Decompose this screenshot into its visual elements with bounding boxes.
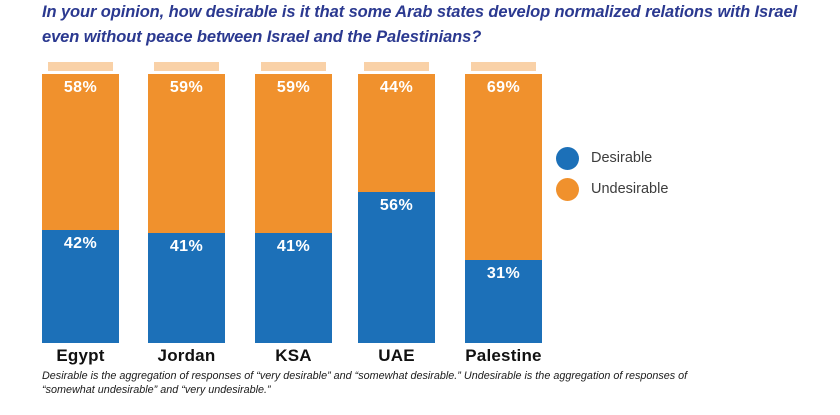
category-label-ksa: KSA bbox=[275, 346, 312, 365]
bar-palestine: 69% 31% Palestine bbox=[465, 62, 542, 367]
value-label-undesirable-ksa: 59% bbox=[276, 79, 311, 96]
segment-undesirable-egypt: 58% bbox=[42, 74, 119, 231]
bar-top-glow-uae bbox=[364, 62, 429, 71]
bar-top-glow-jordan bbox=[154, 62, 219, 71]
bar-uae: 44% 56% UAE bbox=[358, 62, 435, 367]
category-label-egypt: Egypt bbox=[56, 346, 105, 365]
chart-title: In your opinion, how desirable is it tha… bbox=[42, 0, 822, 50]
chart-footnote: Desirable is the aggregation of response… bbox=[42, 370, 742, 397]
value-label-desirable-egypt: 42% bbox=[63, 235, 98, 253]
chart-title-line2: even without peace between Israel and th… bbox=[42, 28, 482, 46]
legend-label-desirable: Desirable bbox=[591, 150, 653, 166]
footnote-line2: “somewhat undesirable” and “very undesir… bbox=[42, 383, 271, 396]
bar-ksa: 59% 41% KSA bbox=[255, 62, 332, 367]
bar-stack-jordan: 59% 41% bbox=[148, 74, 225, 343]
chart-title-line1: In your opinion, how desirable is it tha… bbox=[42, 3, 798, 21]
category-label-uae: UAE bbox=[378, 346, 415, 365]
legend-item-desirable: Desirable bbox=[556, 146, 668, 170]
bar-egypt: 58% 42% Egypt bbox=[42, 62, 119, 367]
value-label-undesirable-jordan: 59% bbox=[169, 79, 204, 96]
segment-desirable-uae: 56% bbox=[358, 192, 435, 343]
legend-dot-undesirable-icon bbox=[556, 177, 579, 201]
bar-top-glow-ksa bbox=[261, 62, 326, 71]
segment-undesirable-ksa: 59% bbox=[255, 74, 332, 233]
segment-desirable-palestine: 31% bbox=[465, 259, 542, 343]
chart-legend: Desirable Undesirable bbox=[556, 146, 668, 201]
bar-stack-ksa: 59% 41% bbox=[255, 74, 332, 343]
value-label-desirable-palestine: 31% bbox=[486, 264, 521, 282]
segment-desirable-ksa: 41% bbox=[255, 232, 332, 343]
value-label-desirable-jordan: 41% bbox=[169, 237, 204, 255]
bar-jordan: 59% 41% Jordan bbox=[148, 62, 225, 367]
value-label-desirable-uae: 56% bbox=[379, 197, 414, 215]
segment-undesirable-uae: 44% bbox=[358, 74, 435, 193]
value-label-desirable-ksa: 41% bbox=[276, 237, 311, 255]
bar-top-glow-palestine bbox=[471, 62, 536, 71]
bar-stack-uae: 44% 56% bbox=[358, 74, 435, 343]
category-label-palestine: Palestine bbox=[465, 346, 542, 365]
value-label-undesirable-egypt: 58% bbox=[63, 79, 98, 96]
bar-stack-egypt: 58% 42% bbox=[42, 74, 119, 343]
value-label-undesirable-palestine: 69% bbox=[486, 79, 521, 96]
bar-top-glow-egypt bbox=[48, 62, 113, 71]
category-label-jordan: Jordan bbox=[157, 346, 216, 365]
legend-dot-desirable-icon bbox=[556, 146, 579, 170]
footnote-line1: Desirable is the aggregation of response… bbox=[42, 370, 688, 382]
bar-stack-palestine: 69% 31% bbox=[465, 74, 542, 343]
segment-undesirable-palestine: 69% bbox=[465, 74, 542, 260]
segment-undesirable-jordan: 59% bbox=[148, 74, 225, 233]
segment-desirable-jordan: 41% bbox=[148, 232, 225, 343]
legend-item-undesirable: Undesirable bbox=[556, 177, 668, 201]
legend-label-undesirable: Undesirable bbox=[591, 181, 669, 197]
value-label-undesirable-uae: 44% bbox=[379, 79, 414, 96]
segment-desirable-egypt: 42% bbox=[42, 230, 119, 343]
